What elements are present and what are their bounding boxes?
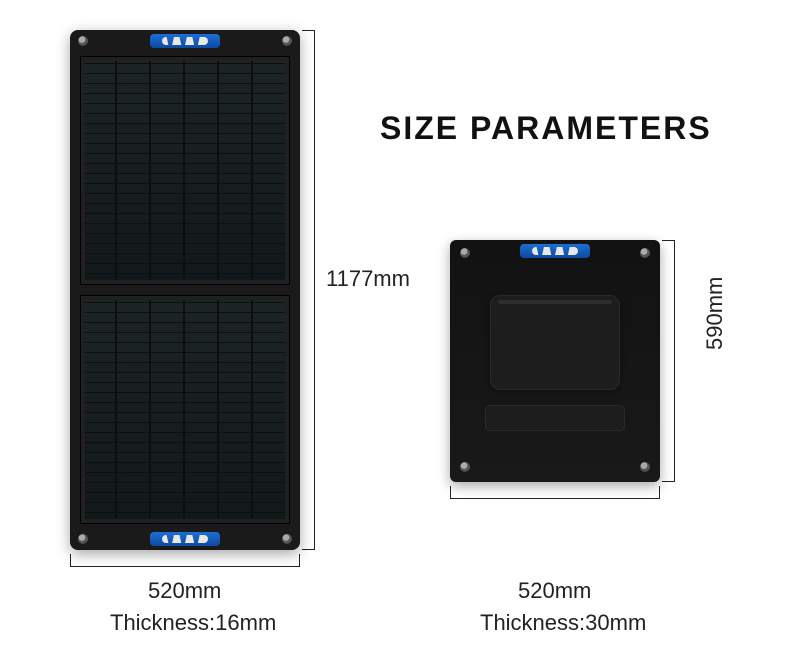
eyelet-icon (640, 462, 650, 472)
eyelet-icon (282, 36, 292, 46)
open-height-label: 1177mm (326, 266, 410, 292)
open-thickness-label: Thickness:16mm (110, 610, 276, 636)
dimension-line-width-folded (450, 498, 660, 499)
eyelet-icon (640, 248, 650, 258)
solar-panel-open (70, 30, 300, 550)
accessory-pouch (490, 295, 620, 390)
handle-icon (150, 532, 220, 546)
eyelet-icon (282, 534, 292, 544)
eyelet-icon (78, 534, 88, 544)
solar-cell-top (80, 56, 290, 285)
cable-strap (485, 405, 625, 431)
eyelet-icon (78, 36, 88, 46)
handle-icon (150, 34, 220, 48)
dimension-line-height-open (314, 30, 315, 550)
dimension-line-width-open (70, 566, 300, 567)
handle-icon (520, 244, 590, 258)
open-width-label: 520mm (148, 578, 221, 604)
eyelet-icon (460, 462, 470, 472)
solar-panel-folded (450, 240, 660, 482)
folded-width-label: 520mm (518, 578, 591, 604)
folded-height-label: 590mm (702, 277, 728, 350)
solar-cells (80, 56, 290, 524)
dimension-line-height-folded (674, 240, 675, 482)
eyelet-icon (460, 248, 470, 258)
solar-cell-bottom (80, 295, 290, 524)
page-title: SIZE PARAMETERS (380, 110, 712, 147)
folded-thickness-label: Thickness:30mm (480, 610, 646, 636)
